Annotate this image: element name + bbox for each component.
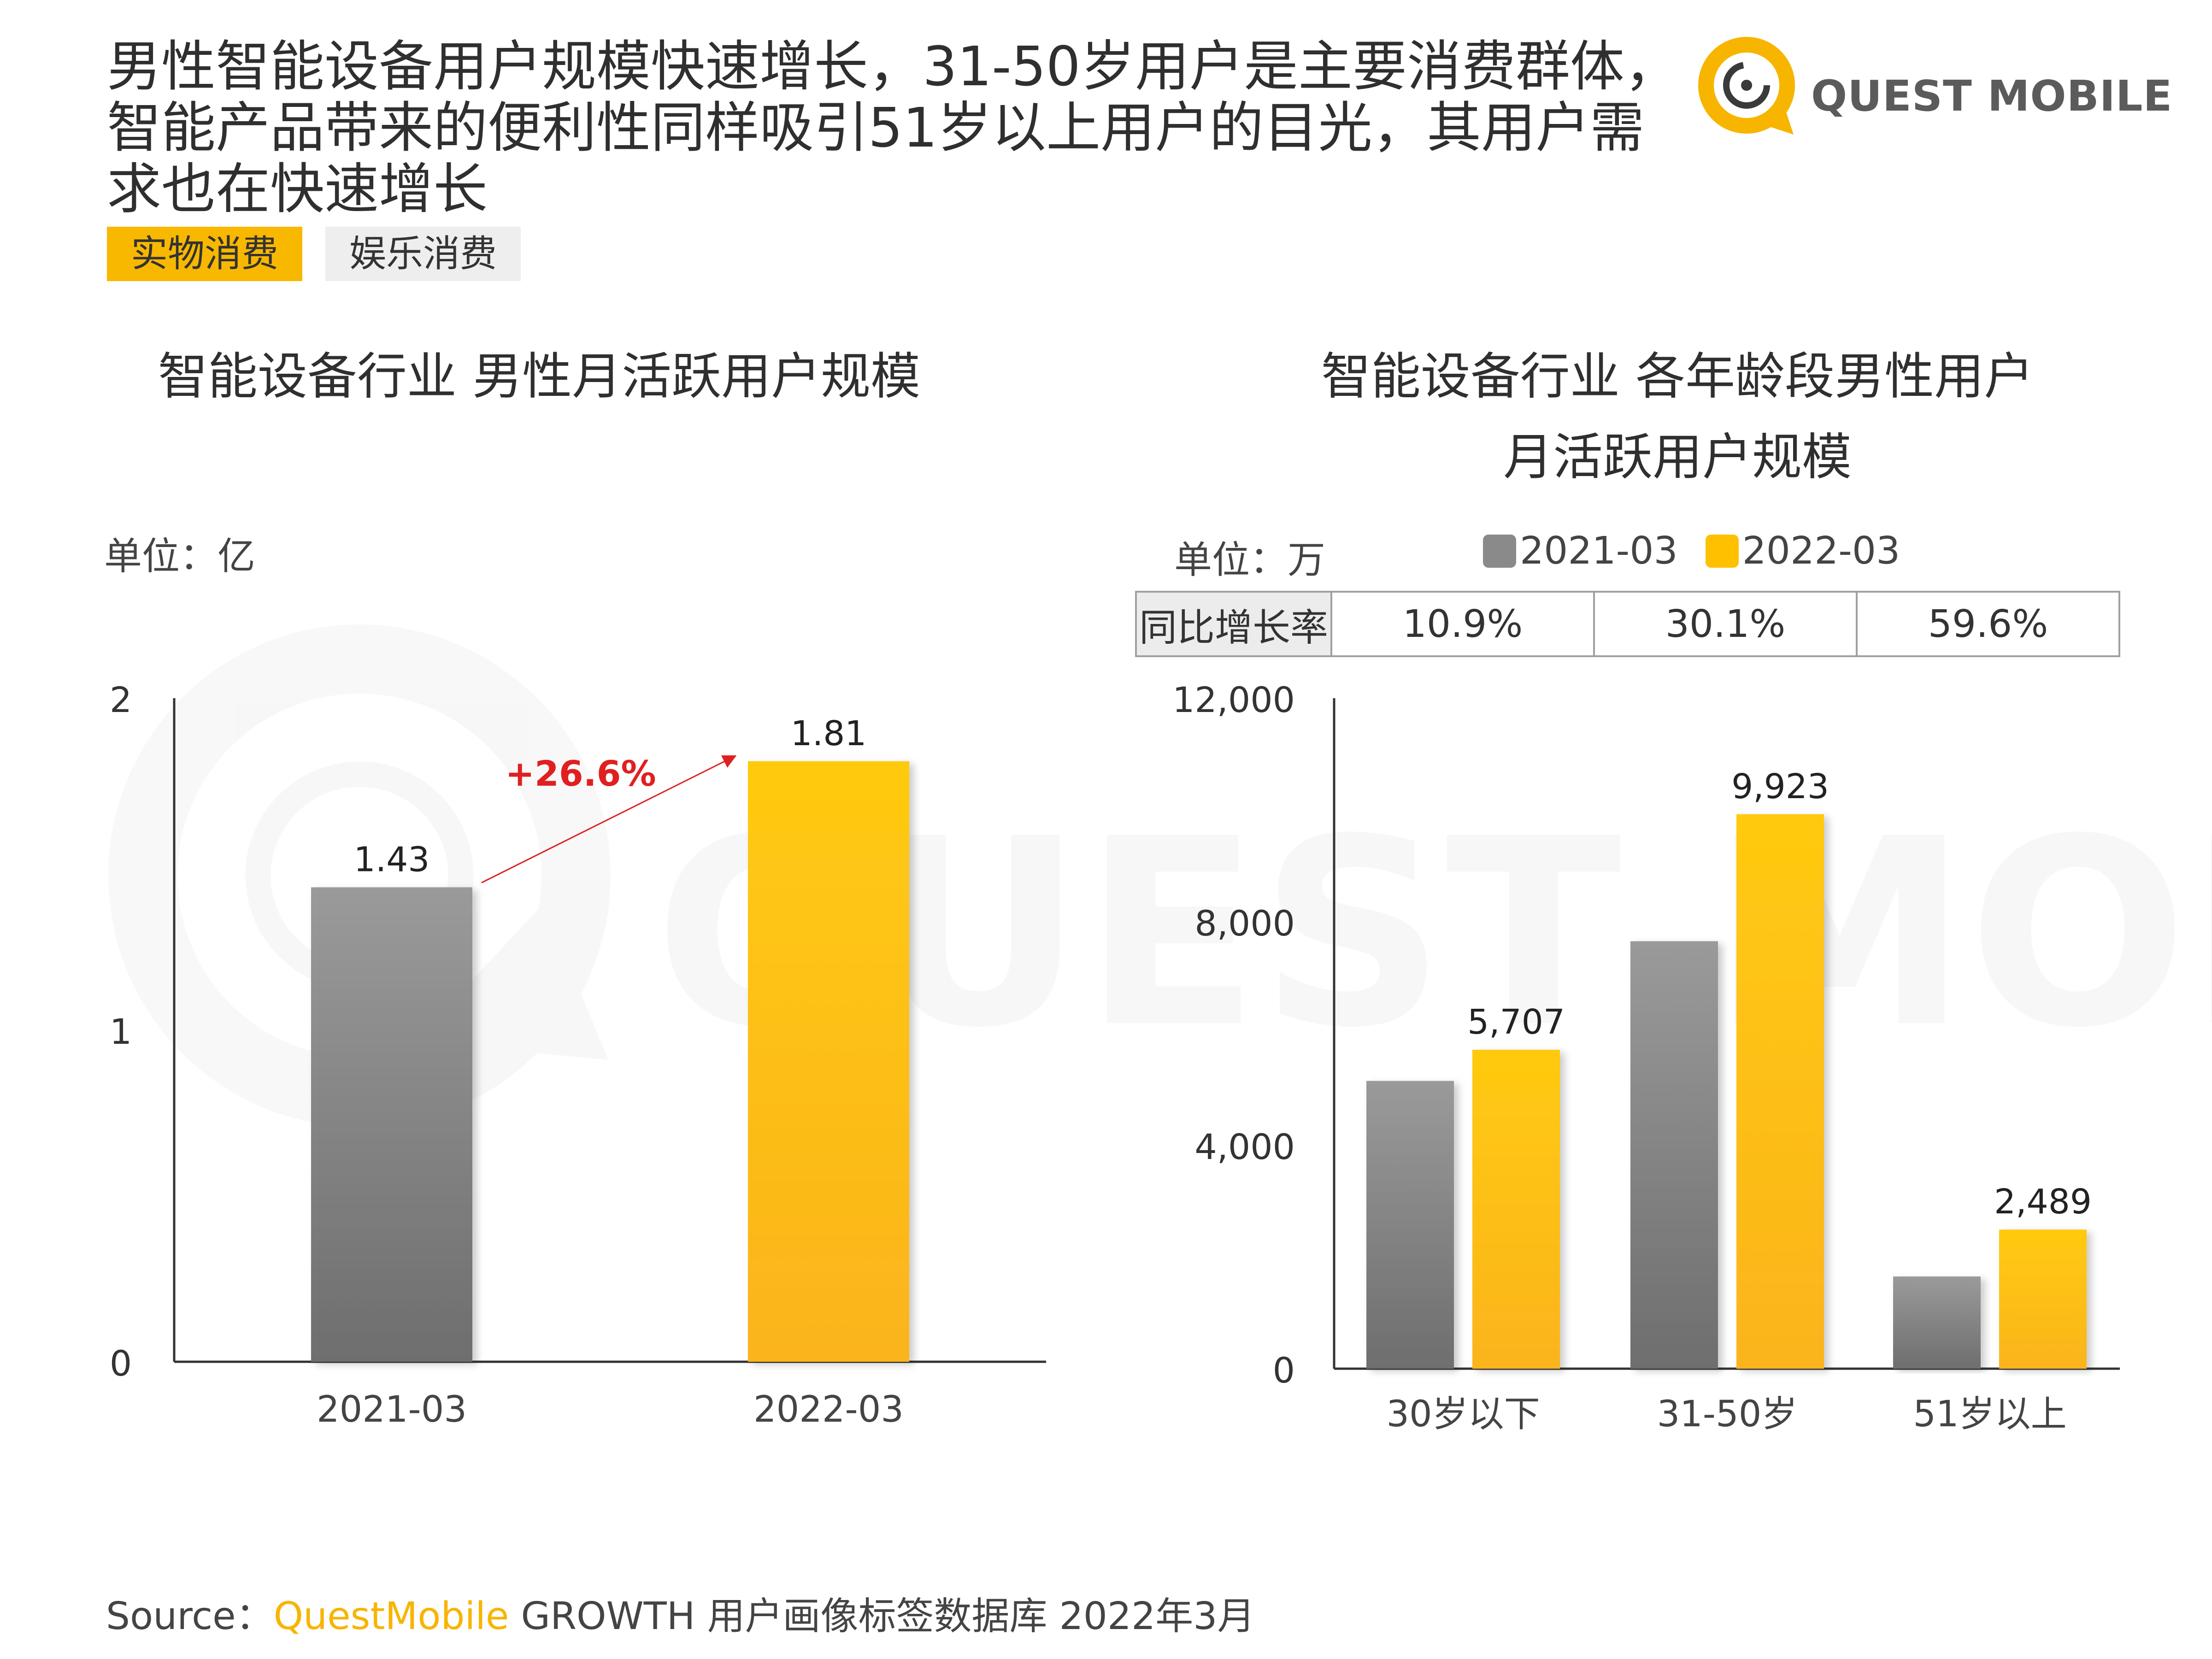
left-bar-value-label: 1.43 (354, 840, 430, 879)
logo-text: QUEST MOBILE (1811, 71, 2173, 121)
left-bar-2022-03 (748, 761, 909, 1362)
right-bar-2022-03-0 (1472, 1050, 1560, 1369)
right-chart-title-line-1: 智能设备行业 各年龄段男性用户 (1321, 348, 2034, 406)
left-x-tick-label: 2022-03 (753, 1389, 904, 1430)
legend-swatch-gray (1483, 534, 1516, 568)
source-prefix: Source： (106, 1594, 274, 1638)
tab-physical-consumption[interactable]: 实物消费 (107, 227, 302, 281)
right-bar-2022-03-1 (1736, 814, 1824, 1369)
legend-swatch-yellow (1705, 534, 1739, 568)
left-y-tick-label: 1 (110, 1011, 132, 1052)
left-x-tick-label: 2021-03 (317, 1389, 467, 1430)
right-bar-value-label: 9,923 (1731, 767, 1829, 806)
quest-mobile-logo-icon (1698, 37, 1795, 135)
left-chart-title: 智能设备行业 男性月活跃用户规模 (158, 348, 921, 406)
right-y-tick-label: 12,000 (1172, 679, 1295, 720)
right-bar-2021-03-1 (1630, 941, 1718, 1369)
right-unit-label: 单位：万 (1174, 538, 1326, 582)
growth-cell-31-50: 30.1% (1593, 591, 1858, 657)
right-chart-title-line-2: 月活跃用户规模 (1503, 429, 1852, 486)
right-bar-value-label: 5,707 (1467, 1002, 1565, 1042)
left-chart: 0 1 2 1.43 2021-03 1.81 2022-03 +26.6% (110, 679, 1046, 1430)
right-bar-2021-03-2 (1893, 1276, 1981, 1369)
left-y-tick-label: 0 (110, 1343, 132, 1384)
left-unit-label: 单位：亿 (104, 535, 256, 578)
legend: 2021-03 2022-03 (1483, 529, 1928, 573)
left-bar-value-label: 1.81 (791, 714, 867, 753)
right-bar-value-label: 2,489 (1994, 1182, 2092, 1222)
left-bar-2021-03 (311, 887, 472, 1362)
tab-entertainment-consumption[interactable]: 娱乐消费 (325, 227, 521, 281)
right-y-tick-label: 8,000 (1194, 903, 1295, 944)
legend-item-2021: 2021-03 (1483, 529, 1678, 573)
source-brand: QuestMobile (273, 1594, 509, 1638)
source-note: Source：QuestMobile GROWTH 用户画像标签数据库 2022… (106, 1585, 1255, 1640)
right-bar-2022-03-2 (1999, 1230, 2087, 1369)
right-chart: 0 4,000 8,000 12,000 5,707 9,923 2,489 30岁以下 31-… (1172, 679, 2120, 1435)
right-bar-2021-03-0 (1366, 1081, 1454, 1369)
left-y-tick-label: 2 (110, 679, 132, 720)
right-y-tick-label: 0 (1273, 1350, 1295, 1391)
legend-label-2021: 2021-03 (1520, 529, 1678, 573)
growth-cell-under-30: 10.9% (1330, 591, 1595, 657)
right-y-tick-label: 4,000 (1194, 1126, 1295, 1167)
growth-annotation: +26.6% (505, 753, 656, 794)
legend-label-2022: 2022-03 (1742, 529, 1900, 573)
growth-table-header: 同比增长率 (1135, 591, 1332, 657)
category-tabs: 实物消费 娱乐消费 (107, 227, 544, 281)
growth-cell-over-51: 59.6% (1856, 591, 2120, 657)
right-x-tick-label: 30岁以下 (1386, 1394, 1540, 1435)
growth-rate-table: 同比增长率 10.9% 30.1% 59.6% (1135, 591, 2120, 657)
legend-item-2022: 2022-03 (1705, 529, 1900, 573)
page-title: 男性智能设备用户规模快速增长，31-50岁用户是主要消费群体，智能产品带来的便利… (107, 35, 1679, 221)
right-x-tick-label: 51岁以上 (1913, 1394, 2066, 1435)
growth-arrow (481, 755, 737, 883)
right-x-tick-label: 31-50岁 (1657, 1394, 1798, 1435)
table-row: 同比增长率 10.9% 30.1% 59.6% (1135, 591, 2120, 657)
source-detail: GROWTH 用户画像标签数据库 2022年3月 (509, 1594, 1255, 1638)
